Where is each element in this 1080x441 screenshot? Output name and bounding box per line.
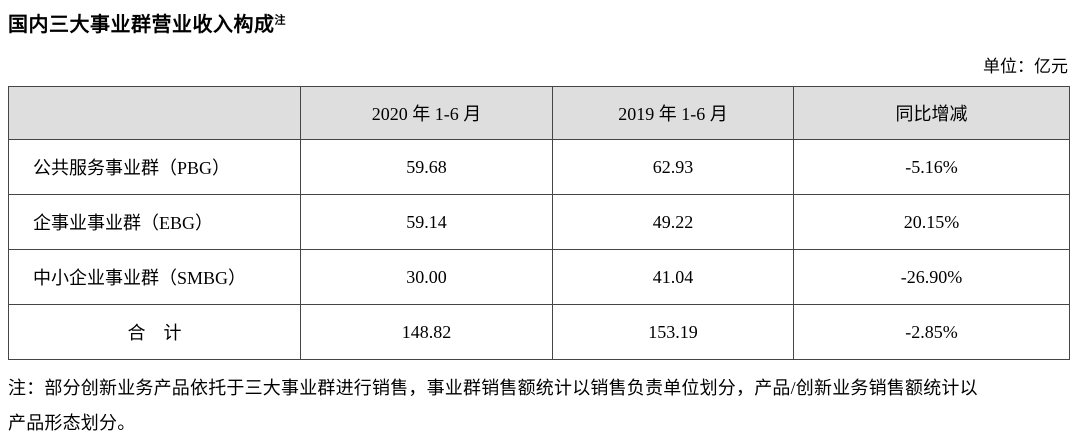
- title-note-marker: 注: [274, 14, 286, 27]
- table-row-total: 合 计 148.82 153.19 -2.85%: [8, 304, 1070, 360]
- pbg-value-2020: 59.68: [300, 139, 553, 195]
- page-title-text: 国内三大事业群营业收入构成: [8, 14, 275, 36]
- total-value-2019: 153.19: [552, 304, 794, 360]
- total-value-2020: 148.82: [300, 304, 553, 360]
- header-cell-change: 同比增减: [793, 86, 1070, 140]
- header-cell-empty: [8, 86, 301, 140]
- table-row-ebg: 企事业事业群（EBG） 59.14 49.22 20.15%: [8, 194, 1070, 250]
- table-header-row: 2020 年 1-6 月 2019 年 1-6 月 同比增减: [8, 86, 1070, 140]
- footnote: 注：部分创新业务产品依托于三大事业群进行销售，事业群销售额统计以销售负责单位划分…: [8, 371, 1070, 441]
- row-label-smbg: 中小企业事业群（SMBG）: [8, 249, 301, 305]
- total-change: -2.85%: [793, 304, 1070, 360]
- row-label-ebg: 企事业事业群（EBG）: [8, 194, 301, 250]
- table-row-pbg: 公共服务事业群（PBG） 59.68 62.93 -5.16%: [8, 139, 1070, 195]
- header-cell-2019: 2019 年 1-6 月: [552, 86, 794, 140]
- page-title: 国内三大事业群营业收入构成注: [8, 8, 1070, 37]
- table-row-smbg: 中小企业事业群（SMBG） 30.00 41.04 -26.90%: [8, 249, 1070, 305]
- header-cell-2020: 2020 年 1-6 月: [300, 86, 553, 140]
- footnote-line-1: 注：部分创新业务产品依托于三大事业群进行销售，事业群销售额统计以销售负责单位划分…: [8, 378, 978, 398]
- pbg-value-2019: 62.93: [552, 139, 794, 195]
- pbg-change: -5.16%: [793, 139, 1070, 195]
- ebg-change: 20.15%: [793, 194, 1070, 250]
- row-label-total: 合 计: [8, 304, 301, 360]
- ebg-value-2019: 49.22: [552, 194, 794, 250]
- unit-label: 单位：亿元: [983, 57, 1068, 76]
- revenue-table: 2020 年 1-6 月 2019 年 1-6 月 同比增减 公共服务事业群（P…: [8, 86, 1070, 360]
- smbg-change: -26.90%: [793, 249, 1070, 305]
- row-label-pbg: 公共服务事业群（PBG）: [8, 139, 301, 195]
- footnote-line-2: 产品形态划分。: [8, 413, 136, 433]
- smbg-value-2019: 41.04: [552, 249, 794, 305]
- ebg-value-2020: 59.14: [300, 194, 553, 250]
- smbg-value-2020: 30.00: [300, 249, 553, 305]
